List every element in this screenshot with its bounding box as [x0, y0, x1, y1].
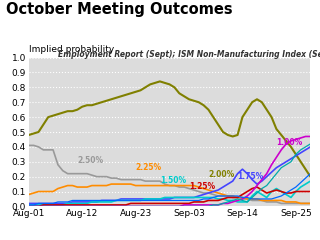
- Text: October Meeting Outcomes: October Meeting Outcomes: [6, 2, 233, 18]
- Text: Employment Report (Sept); ISM Non-Manufacturing Index (Sept): Employment Report (Sept); ISM Non-Manufa…: [58, 50, 320, 59]
- Text: 2.50%: 2.50%: [77, 156, 103, 164]
- Text: 2.00%: 2.00%: [208, 170, 235, 179]
- Text: 2.25%: 2.25%: [136, 163, 162, 172]
- Text: 1.00%: 1.00%: [276, 138, 303, 147]
- Text: 1.75%: 1.75%: [237, 172, 264, 181]
- Text: 1.25%: 1.25%: [189, 181, 215, 191]
- Text: Implied probability: Implied probability: [29, 45, 114, 54]
- Text: 1.50%: 1.50%: [160, 176, 186, 185]
